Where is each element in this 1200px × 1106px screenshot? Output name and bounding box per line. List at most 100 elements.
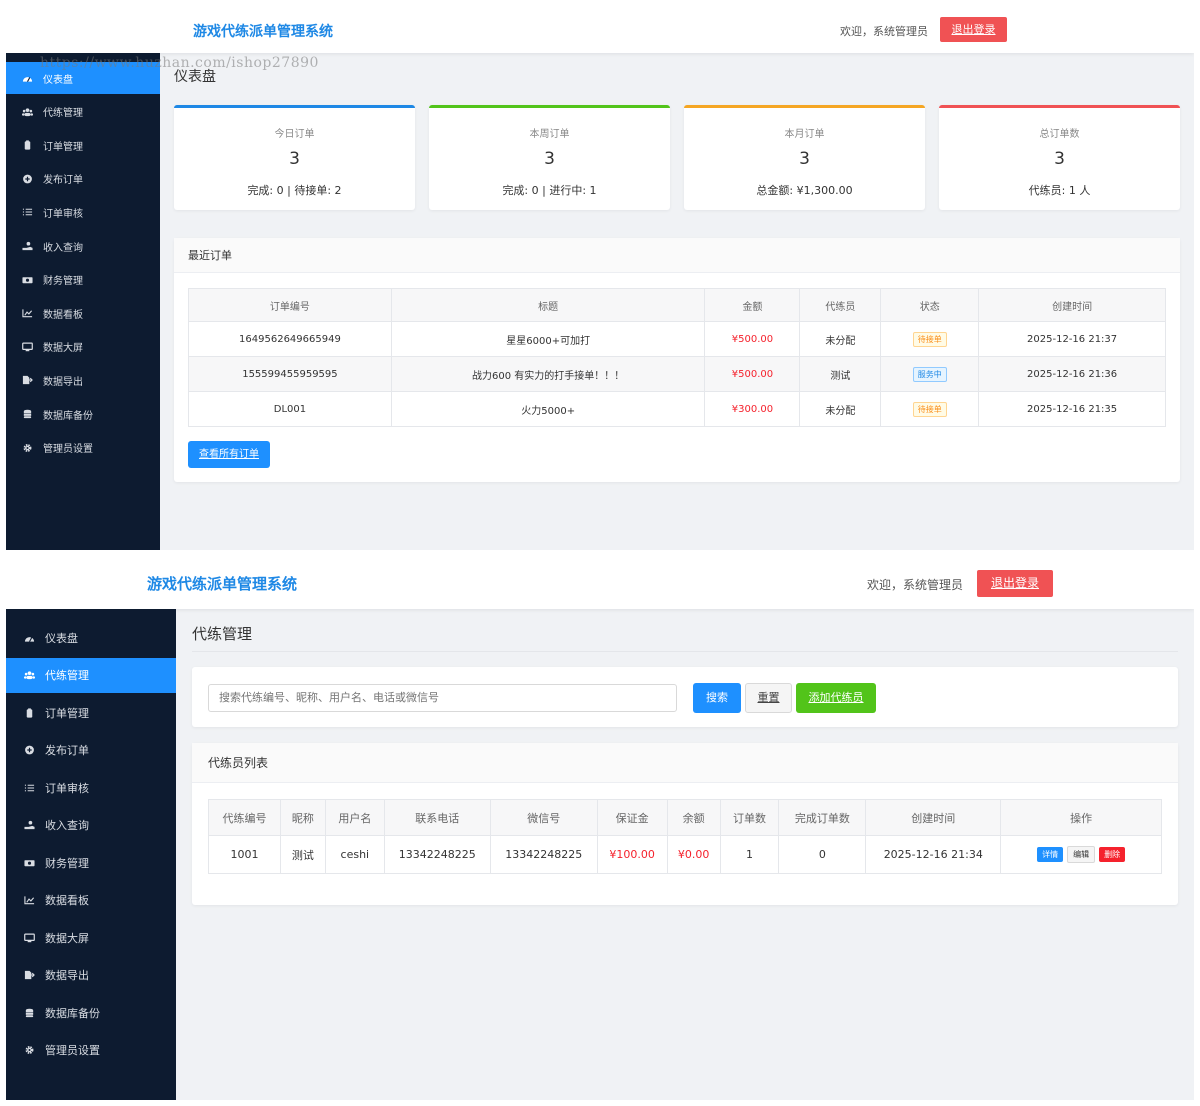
column-header: 保证金 [596,799,668,836]
order-id: 155599455959595 [188,356,392,392]
sidebar-item[interactable]: 订单管理 [6,695,176,730]
sidebar-item-label: 数据大屏 [45,931,89,945]
order-amount: ¥500.00 [704,356,801,392]
dashboard-screen: 游戏代练派单管理系统 欢迎，系统管理员 退出登录 仪表盘 代练管理 订单管理 发布订单… [6,0,1194,550]
sidebar-item-label: 管理员设置 [45,1044,100,1057]
staff-nickname: 测试 [279,835,326,874]
sidebar-item[interactable]: 数据看板 [6,883,176,918]
sidebar-item[interactable]: 财务管理 [6,845,176,880]
column-header: 操作 [1000,799,1162,836]
sidebar-item-label: 发布订单 [45,744,89,757]
sidebar: 仪表盘 代练管理订单管理发布订单订单审核收入查询财务管理数据看板数据大屏数据导出数… [6,53,160,550]
sidebar-item-label: 数据导出 [43,376,83,388]
sidebar-item-label: 数据库备份 [43,410,93,422]
sidebar-item[interactable]: 财务管理 [6,264,160,296]
staff-table: 代练编号 昵称 用户名 联系电话 微信号 保证金 余额 订单数 完成订单数 创建时间 操作 1001… [208,799,1162,874]
sidebar-item[interactable]: 仪表盘 [6,62,160,94]
sidebar-item-label: 发布订单 [43,175,83,187]
staff-balance: ¥0.00 [666,835,721,874]
add-staff-button[interactable]: 添加代练员 [796,683,876,713]
sidebar-item-label: 数据库备份 [45,1006,100,1020]
sidebar-item[interactable]: 收入查询 [6,808,176,843]
sidebar-item[interactable]: 收入查询 [6,230,160,262]
column-header: 订单数 [719,799,780,836]
sidebar-item[interactable]: 管理员设置 [6,1033,176,1068]
sidebar-item[interactable]: 数据导出 [6,958,176,993]
sidebar-item[interactable]: 发布订单 [6,733,176,768]
app-title: 游戏代练派单管理系统 [193,24,333,40]
stat-subtext: 代练员: 1 人 [1028,184,1091,197]
order-status-cell: 待接单 [880,321,980,357]
logout-button[interactable]: 退出登录 [940,17,1007,42]
stat-value: 3 [289,149,300,169]
sidebar-item[interactable]: 发布订单 [6,163,160,195]
status-badge: 待接单 [912,401,947,417]
export-icon [22,375,34,385]
sidebar-item-label: 代练管理 [45,669,89,682]
logout-button[interactable]: 退出登录 [977,570,1053,597]
sidebar-item[interactable]: 代练管理 [6,657,176,693]
order-staff: 未分配 [799,321,882,357]
sidebar-item[interactable]: 订单管理 [6,129,160,161]
stat-card: 今日订单 3 完成: 0 | 待接单: 2 [174,105,415,210]
chart-icon [22,308,34,318]
order-status-cell: 服务中 [880,356,980,392]
sidebar-item[interactable]: 代练管理 [6,96,160,128]
stat-value: 3 [799,149,810,169]
app-title: 游戏代练派单管理系统 [147,575,298,593]
staff-list-title: 代练员列表 [192,743,1178,783]
order-amount: ¥300.00 [704,391,801,427]
sidebar-item-label: 数据大屏 [43,343,83,355]
sidebar-item[interactable]: 数据库备份 [6,398,160,430]
search-button[interactable]: 搜索 [693,683,741,713]
staff-deposit: ¥100.00 [596,835,668,874]
sidebar-item[interactable]: 数据大屏 [6,331,160,363]
table-row[interactable]: DL001 火力5000+ ¥300.00 未分配 待接单 2025-12-16 21:3… [188,391,1166,427]
staff-created-time: 2025-12-16 21:34 [865,835,1002,874]
reset-button[interactable]: 重置 [745,683,792,713]
staff-order-count: 1 [719,835,780,874]
chart-icon [24,895,36,905]
sidebar-item[interactable]: 数据导出 [6,364,160,396]
sidebar-item-label: 管理员设置 [43,444,93,456]
order-id: DL001 [188,391,392,427]
table-row[interactable]: 1001 测试 ceshi 13342248225 13342248225 ¥100.00… [208,835,1162,874]
order-created-time: 2025-12-16 21:37 [978,321,1166,357]
table-row[interactable]: 155599455959595 战力600 有实力的打手接单！！！ ¥500.00 测… [188,356,1166,392]
sidebar-item[interactable]: 数据看板 [6,297,160,329]
detail-button[interactable]: 详情 [1037,847,1064,862]
edit-button[interactable]: 编辑 [1067,846,1096,863]
column-header: 代练员 [799,288,882,322]
sidebar-item-label: 订单管理 [43,141,83,153]
sidebar-item[interactable]: 数据库备份 [6,995,176,1030]
sidebar-item-label: 收入查询 [43,242,83,254]
users-icon [24,670,36,680]
sidebar: 仪表盘代练管理订单管理发布订单订单审核收入查询财务管理 数据看板数据大屏数据导出数… [6,609,176,1100]
list-check-icon [22,207,34,217]
order-title: 星星6000+可加打 [390,321,706,357]
staff-username: ceshi [324,835,385,874]
staff-wechat: 13342248225 [489,835,598,874]
sidebar-item-label: 收入查询 [45,819,89,832]
view-all-orders-button[interactable]: 查看所有订单 [188,441,270,468]
order-status-cell: 待接单 [880,391,980,427]
sidebar-item[interactable]: 订单审核 [6,770,176,805]
sidebar-item-label: 订单审核 [43,208,83,220]
staff-id: 1001 [208,835,281,874]
delete-button[interactable]: 删除 [1099,847,1126,862]
recent-orders-title: 最近订单 [174,238,1180,273]
column-header: 用户名 [324,799,385,836]
sidebar-item-label: 仪表盘 [45,631,78,645]
column-header: 创建时间 [865,799,1002,836]
plus-circle-icon [22,174,34,184]
sidebar-item[interactable]: 仪表盘 [6,620,176,655]
page-title: 仪表盘 [174,69,216,85]
sidebar-item[interactable]: 订单审核 [6,196,160,228]
sidebar-item[interactable]: 数据大屏 [6,920,176,955]
sidebar-item[interactable]: 管理员设置 [6,432,160,464]
table-row[interactable]: 1649562649665949 星星6000+可加打 ¥500.00 未分配 待接单 2… [188,321,1166,357]
column-header: 余额 [666,799,721,836]
search-input[interactable] [208,684,677,712]
sidebar-item-label: 财务管理 [43,276,83,288]
gear-icon [22,443,34,453]
